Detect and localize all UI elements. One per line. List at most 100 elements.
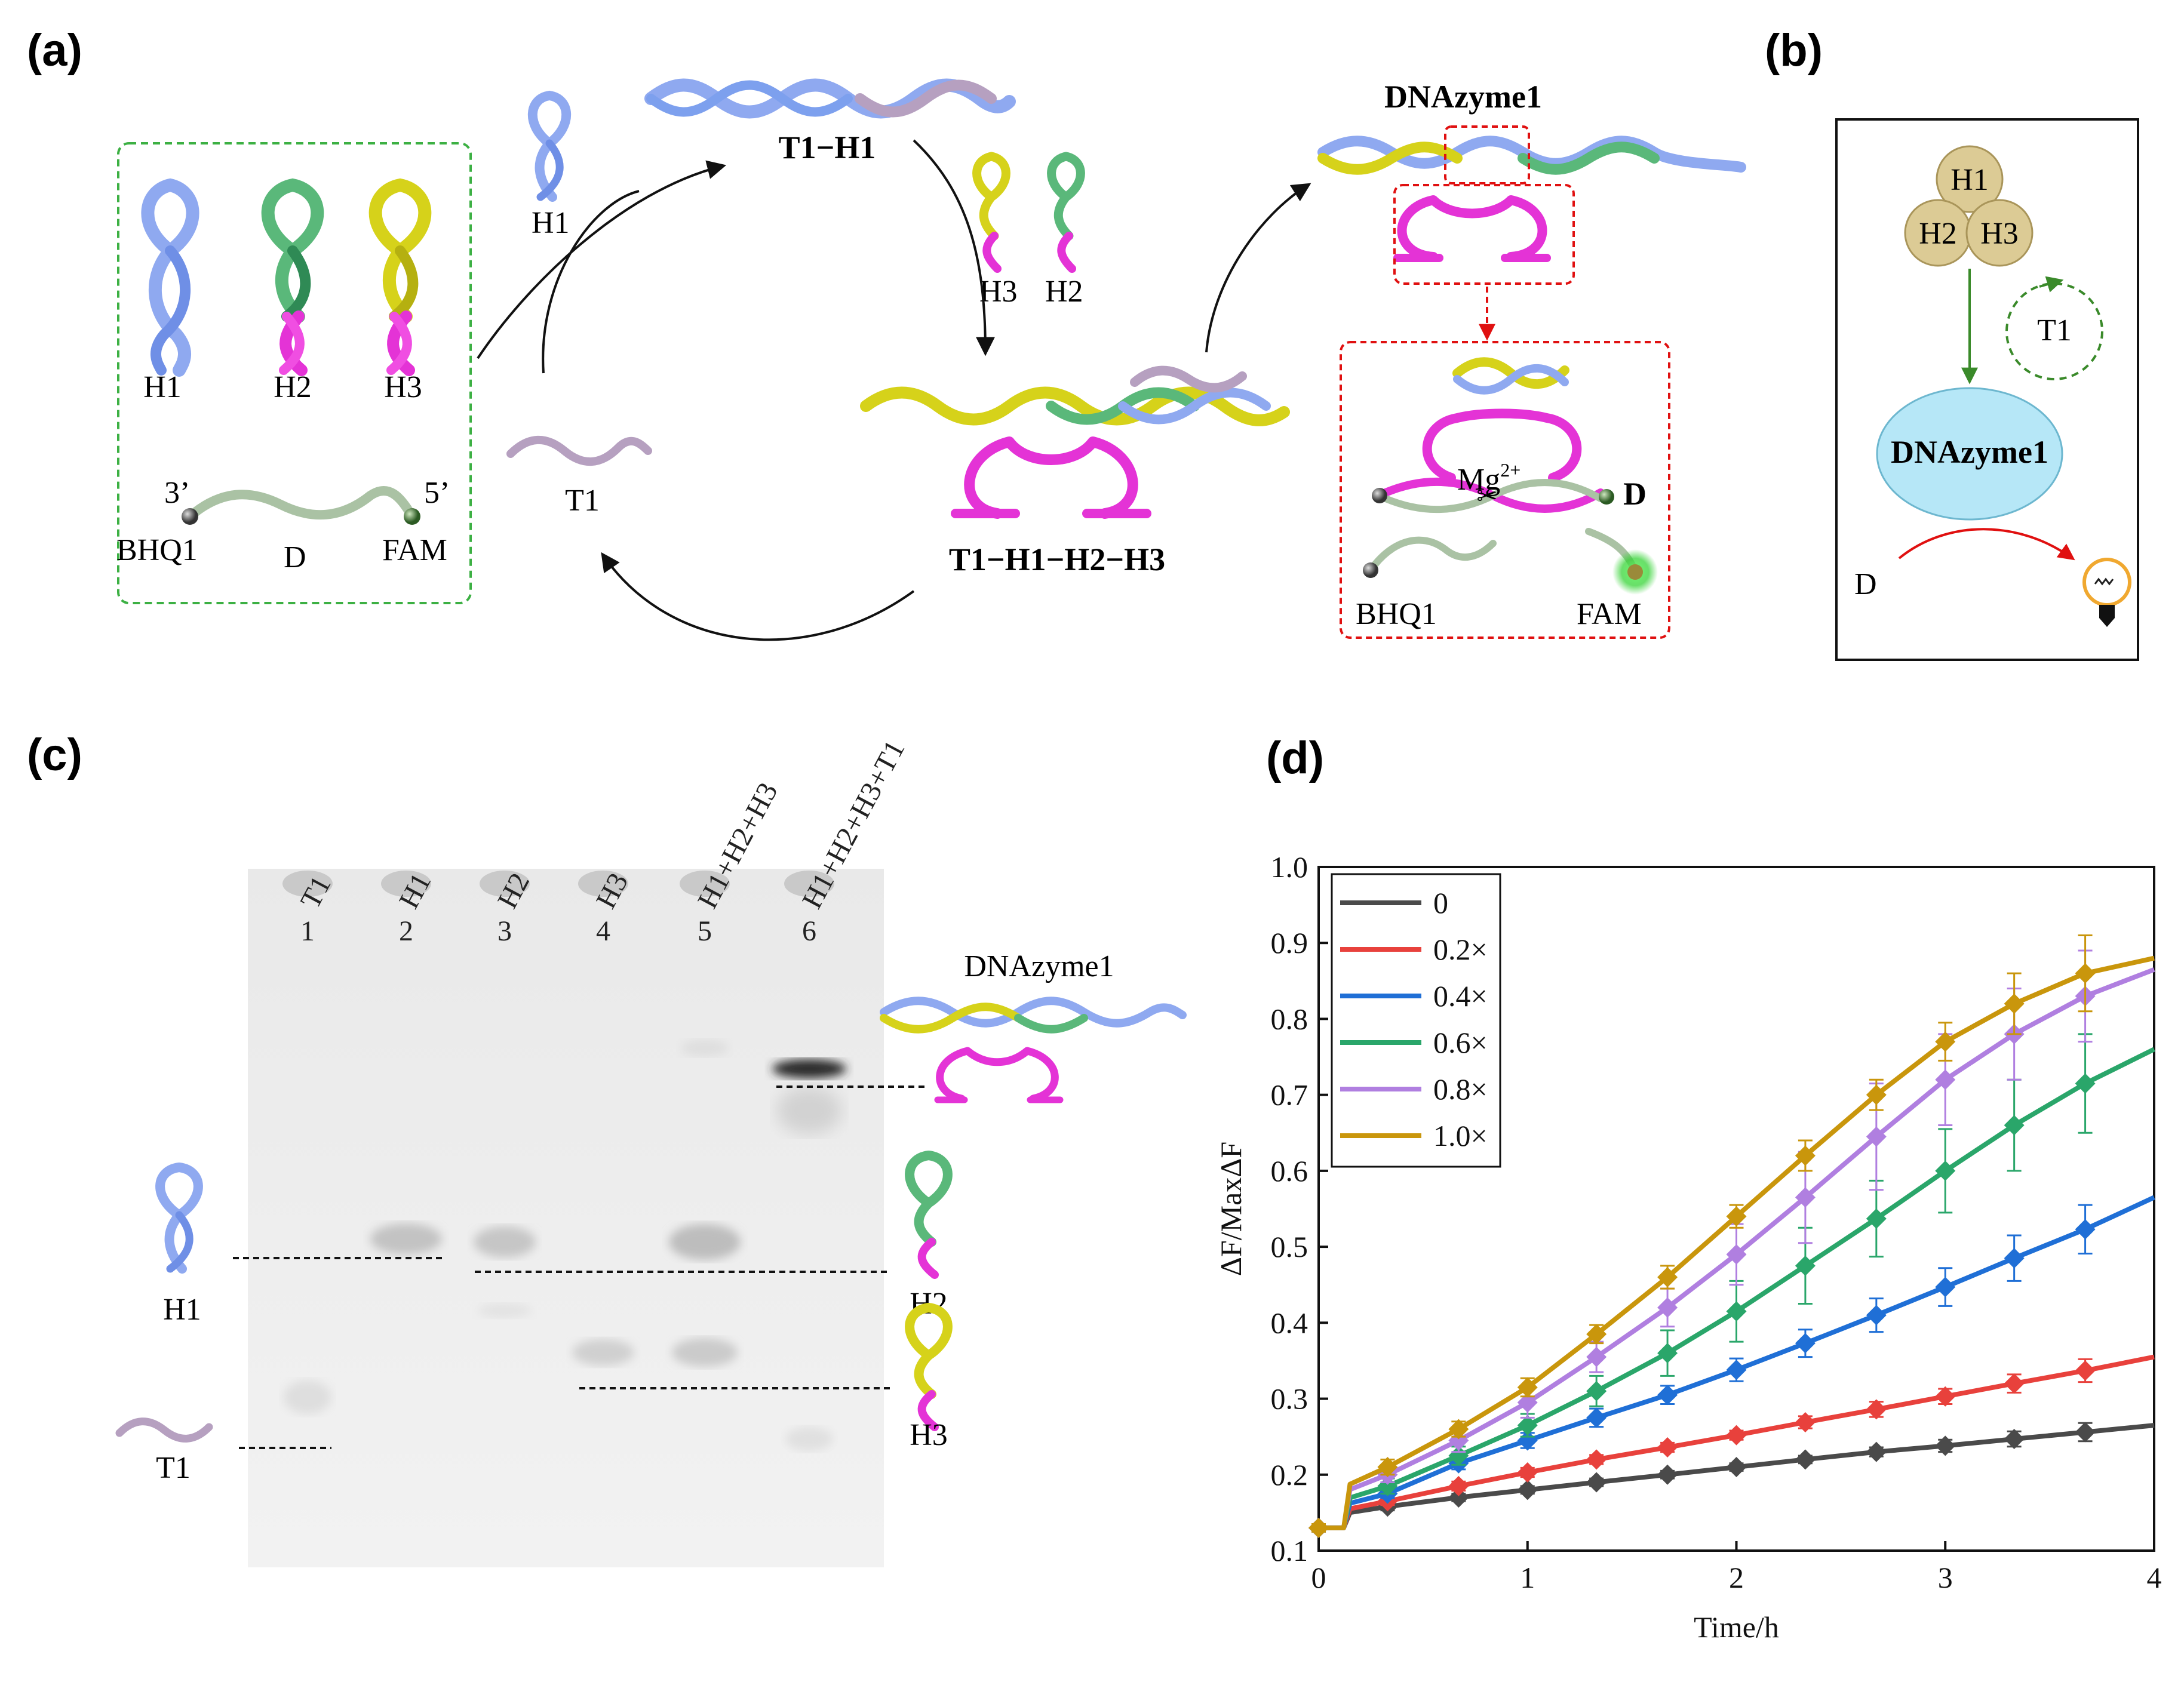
data-point [1726,1457,1747,1478]
data-point [1795,1412,1816,1432]
x-axis-label: Time/h [1694,1610,1779,1644]
y-tick-label: 0.4 [1271,1306,1308,1339]
panel-c: (c) T1 H1 H2 H3 H1+H2+H3 H1+H2+H3+T1 1 2… [27,730,1187,1567]
legend-label: 0.6× [1433,1026,1488,1059]
data-point [1586,1472,1607,1493]
c-dnazyme-icon [880,997,1187,1103]
y-tick-label: 0.3 [1271,1382,1308,1416]
y-tick-label: 0.1 [1271,1534,1308,1567]
b-h3: H3 [1980,217,2019,251]
data-point [2004,1428,2025,1449]
legend-label: 0.4× [1433,979,1488,1013]
data-point [1586,1449,1607,1470]
t1-label: T1 [565,484,600,518]
b-dnazyme: DNAzyme1 [1891,434,2048,470]
box-label-h1: H1 [143,370,182,404]
data-point [1517,1415,1538,1436]
data-point [1377,1457,1398,1478]
arrow-recycle-t1 [601,552,915,641]
fam-bead-icon [1627,564,1643,580]
catalytic-core-box [1393,184,1575,285]
data-point [1866,1441,1887,1462]
data-point [1935,1277,1956,1297]
small-h3-icon [972,152,1010,273]
mg-sup: 2+ [1500,459,1520,481]
complex-icon [860,365,1290,519]
data-point [1935,1069,1956,1090]
data-point [1377,1475,1398,1496]
h3-node [1965,199,2034,267]
y-axis-label: ΔF/MaxΔF [1214,1142,1248,1276]
hairpin-h1-icon [141,178,199,377]
t1h1-label: T1−H1 [779,130,876,165]
dnazyme-structure-icon [1317,136,1746,262]
lane-num-4: 4 [596,915,610,947]
d-end-3: 3’ [164,476,190,510]
y-tick-label: 1.0 [1271,850,1308,884]
data-point [1657,1437,1678,1457]
legend-label: 0.2× [1433,933,1488,966]
light-bulb-icon [2082,558,2131,627]
data-point [1935,1031,1956,1052]
data-point [1517,1480,1538,1500]
data-point [1795,1145,1816,1166]
t1h1-duplex-icon [644,78,1016,119]
b-t1: T1 [2037,313,2072,348]
c-h1-label: H1 [163,1293,201,1327]
data-point [1586,1407,1607,1428]
data-point [1517,1392,1538,1413]
y-tick-label: 0.5 [1271,1230,1308,1263]
data-point [1866,1399,1887,1420]
cleaved-fragment-left [1367,536,1497,574]
lane-num-6: 6 [802,915,816,947]
data-point [1657,1267,1678,1287]
x-tick-label: 4 [2147,1561,2162,1594]
free-h1-icon [527,90,572,202]
data-point [1448,1445,1469,1466]
series-2 [1308,1195,2155,1538]
data-point [1517,1430,1538,1451]
data-point [1308,1517,1329,1538]
legend-label: 1.0× [1433,1119,1488,1152]
zoom-quencher-bead-icon [1372,488,1387,503]
b-cleavage-arrow [1898,528,2075,561]
b-h2: H2 [1919,217,1957,251]
data-point [1726,1206,1747,1227]
data-point [1935,1435,1956,1456]
series-5 [1308,934,2155,1538]
x-tick-label: 0 [1311,1561,1326,1594]
c-t1-icon [115,1417,213,1443]
data-point [1866,1305,1887,1326]
gel-bands [284,1040,846,1451]
y-tick-label: 0.8 [1271,1002,1308,1035]
arrow-t1-to-t1h1 [542,190,640,374]
legend-label: 0.8× [1433,1072,1488,1106]
data-point [2075,963,2096,984]
data-point [2004,1115,2025,1136]
lane-num-2: 2 [399,915,413,947]
c-h3-label: H3 [910,1418,948,1452]
panel-a: (a) H1 H2 H3 3’ 5’ BHQ1 D FAM [27,25,1746,641]
zoom-fluor-bead-icon [1599,489,1614,505]
data-point [1448,1487,1469,1508]
hairpin-h3-icon [368,178,432,376]
mg-text: Mg [1457,463,1500,497]
substrate-d-strand [185,486,417,521]
zoom-d-label: D [1623,476,1647,512]
data-point [1866,1084,1887,1105]
small-h2-icon [1047,152,1085,273]
fluor-bead-icon [404,508,420,525]
data-point [1657,1297,1678,1318]
quencher-bead-icon [182,508,198,525]
data-point [2075,1073,2096,1094]
data-point [1517,1377,1538,1398]
data-point [1448,1419,1469,1440]
data-point [2075,1360,2096,1381]
y-tick-label: 0.9 [1271,926,1308,960]
c-h1-icon [155,1162,203,1274]
legend-box [1331,873,1501,1168]
data-point [1448,1430,1469,1451]
quencher-label: BHQ1 [116,533,198,567]
data-point [1726,1360,1747,1380]
scissors-icon: ✂ [1476,483,1497,511]
